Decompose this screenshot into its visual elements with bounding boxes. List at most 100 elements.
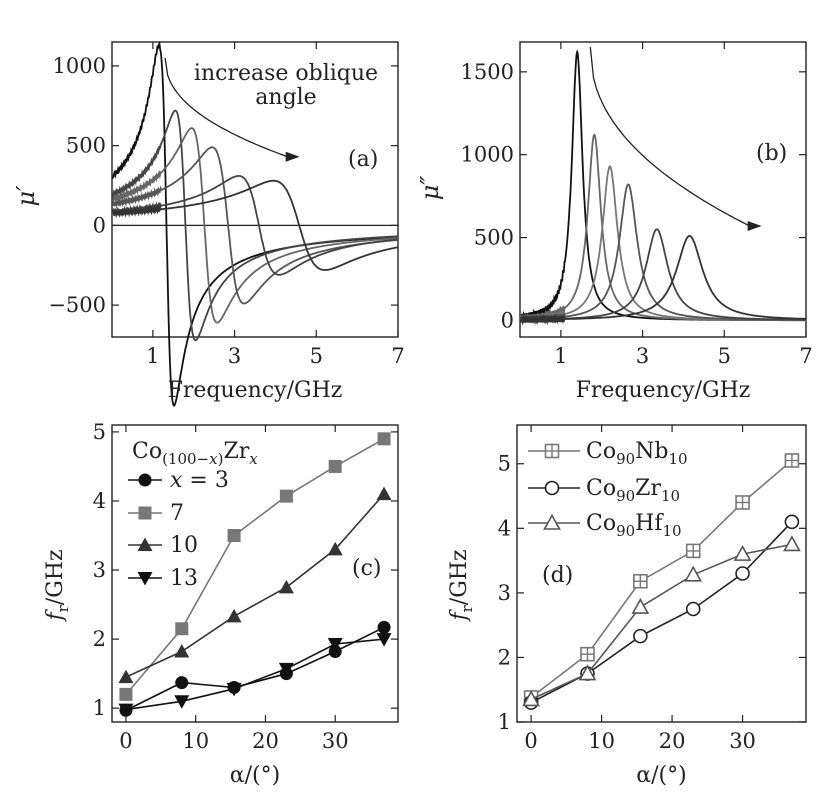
x-tick-label: 10 xyxy=(182,729,209,753)
x-tick-label: 3 xyxy=(636,344,649,368)
y-tick-label: 5 xyxy=(93,420,106,444)
y-tick-label: 2 xyxy=(93,627,106,651)
data-point xyxy=(522,690,540,707)
data-point xyxy=(784,514,800,530)
y-tick-label: 2 xyxy=(498,645,511,669)
y-tick-label: 4 xyxy=(498,516,511,540)
data-point xyxy=(175,676,189,690)
legend-marker xyxy=(543,513,561,530)
annotation-text-line1: increase oblique xyxy=(194,61,378,86)
data-point xyxy=(376,633,392,647)
mu-imag-curve xyxy=(519,49,806,322)
x-tick-label: 5 xyxy=(718,344,731,368)
y-tick-label: 4 xyxy=(93,489,106,513)
y-tick-label: 1 xyxy=(93,696,106,720)
legend-marker xyxy=(544,443,560,459)
annotation-text-line2: angle xyxy=(255,85,316,110)
annotation-arrow xyxy=(589,46,750,227)
y-tick-label: 500 xyxy=(66,134,106,158)
data-point xyxy=(733,544,752,561)
series-line xyxy=(530,521,793,704)
x-axis-label: α/(°) xyxy=(636,763,686,788)
x-axis-label: α/(°) xyxy=(230,763,280,788)
annotation-arrow xyxy=(164,57,288,158)
arrow-head xyxy=(747,220,762,231)
x-tick-label: 30 xyxy=(729,729,756,753)
panel-d-frame xyxy=(516,424,807,723)
panel-c-frame xyxy=(111,424,399,723)
data-point xyxy=(328,645,342,659)
data-point xyxy=(119,687,133,701)
x-axis-label: Frequency/GHz xyxy=(576,378,751,403)
data-point xyxy=(578,664,597,681)
y-tick-label: 1 xyxy=(498,710,511,734)
y-axis-label: μ″ xyxy=(416,176,444,201)
x-tick-label: 30 xyxy=(322,729,349,753)
data-point xyxy=(118,669,134,684)
legend-label: Co90Hf10 xyxy=(586,511,682,540)
y-axis-label: fr/GHz xyxy=(447,549,476,622)
data-point xyxy=(328,459,342,473)
x-tick-label: 20 xyxy=(252,729,279,753)
series-line xyxy=(125,438,385,695)
x-tick-label: 3 xyxy=(228,344,241,368)
panel-b-frame xyxy=(519,41,807,338)
data-point xyxy=(631,597,650,614)
legend-marker xyxy=(137,572,153,586)
data-point xyxy=(175,622,189,636)
y-tick-label: 1000 xyxy=(53,54,106,78)
y-tick-label: 5 xyxy=(498,452,511,476)
panel-label: (c) xyxy=(352,556,382,581)
data-point xyxy=(327,637,343,652)
legend-title: Co(100−x)Zrx xyxy=(132,439,258,468)
data-point xyxy=(226,608,242,623)
data-point xyxy=(118,703,134,718)
legend-label: Co90Zr10 xyxy=(586,476,680,505)
data-point xyxy=(278,662,294,677)
panel-label: (d) xyxy=(542,563,573,588)
series-line xyxy=(125,626,385,712)
y-tick-label: 1000 xyxy=(461,143,514,167)
y-axis-label: μ′ xyxy=(12,185,40,207)
legend-marker xyxy=(544,480,560,496)
legend-label: 13 xyxy=(170,566,198,591)
y-tick-label: 500 xyxy=(474,226,514,250)
legend-label: 10 xyxy=(170,533,198,558)
x-tick-label: 20 xyxy=(659,729,686,753)
data-point xyxy=(580,646,595,662)
y-axis-label: fr/GHz xyxy=(43,549,72,622)
data-point xyxy=(685,601,701,617)
data-point xyxy=(327,541,343,556)
x-tick-label: 0 xyxy=(524,729,537,753)
x-tick-label: 10 xyxy=(588,729,615,753)
x-axis-label: Frequency/GHz xyxy=(168,378,343,403)
mu-real-curve xyxy=(111,174,398,276)
series-line xyxy=(530,459,793,699)
arrow-head xyxy=(285,151,300,162)
legend-label: 7 xyxy=(170,501,184,526)
x-tick-label: 0 xyxy=(119,729,132,753)
y-tick-label: 0 xyxy=(501,308,514,332)
legend-marker xyxy=(137,537,153,551)
data-point xyxy=(735,566,750,581)
series-line xyxy=(125,493,385,678)
series-line xyxy=(125,638,385,711)
data-point xyxy=(735,495,750,510)
data-point xyxy=(633,628,648,644)
legend-label: Co90Nb10 xyxy=(586,439,688,468)
data-point xyxy=(783,535,801,552)
x-tick-label: 5 xyxy=(310,344,323,368)
data-point xyxy=(174,695,190,709)
y-tick-label: −500 xyxy=(48,293,106,317)
y-tick-label: 3 xyxy=(93,558,106,582)
data-point xyxy=(633,573,648,589)
mu-imag-curve xyxy=(519,183,806,325)
data-point xyxy=(279,489,293,503)
legend-marker xyxy=(138,506,152,520)
data-point xyxy=(685,543,701,559)
data-point xyxy=(377,432,391,446)
x-tick-label: 7 xyxy=(799,344,812,368)
data-point xyxy=(784,453,800,468)
y-tick-label: 3 xyxy=(498,581,511,605)
legend-label: x = 3 xyxy=(170,468,229,493)
